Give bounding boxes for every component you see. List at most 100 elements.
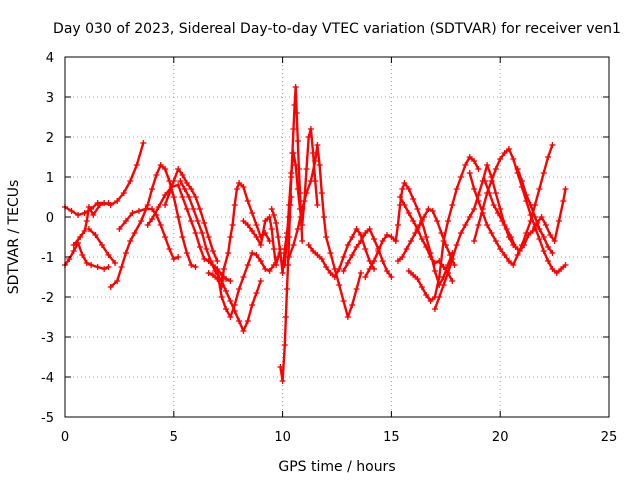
data-point <box>357 238 364 244</box>
x-tick-label: 0 <box>61 430 69 445</box>
data-point <box>153 172 160 178</box>
data-point <box>88 262 95 268</box>
data-point <box>370 258 377 264</box>
data-point <box>514 252 521 258</box>
data-point <box>429 208 436 214</box>
data-point <box>471 158 478 164</box>
data-point <box>233 186 240 192</box>
data-point <box>399 186 406 192</box>
data-point <box>131 230 138 236</box>
data-point <box>418 236 425 242</box>
data-point <box>201 256 208 262</box>
data-point <box>122 218 129 224</box>
data-point <box>416 222 423 228</box>
data-point <box>179 172 186 178</box>
data-point <box>262 266 269 272</box>
data-point <box>458 230 465 236</box>
data-point <box>405 210 412 216</box>
data-point <box>162 202 169 208</box>
data-point <box>292 84 299 90</box>
series-arc-17 <box>305 226 377 280</box>
series-arc-2 <box>62 140 147 218</box>
data-point <box>162 234 169 240</box>
data-point <box>466 170 473 176</box>
data-point <box>492 166 499 172</box>
data-point <box>186 194 193 200</box>
data-point <box>279 378 286 384</box>
data-point <box>451 262 458 268</box>
data-point <box>471 238 478 244</box>
data-point <box>101 266 108 272</box>
data-point <box>484 162 491 168</box>
series-arc-18 <box>340 226 395 280</box>
data-point <box>116 226 123 232</box>
data-point <box>414 276 421 282</box>
data-point <box>253 222 260 228</box>
data-point <box>525 232 532 238</box>
series-arc-14 <box>277 84 306 384</box>
data-point <box>183 250 190 256</box>
data-point <box>192 194 199 200</box>
data-point <box>318 190 325 196</box>
data-point <box>344 242 351 248</box>
data-point <box>257 258 264 264</box>
data-point <box>375 248 382 254</box>
data-point <box>175 166 182 172</box>
data-point <box>440 282 447 288</box>
x-axis-label: GPS time / hours <box>278 459 395 475</box>
data-point <box>203 246 210 252</box>
data-point <box>240 274 247 280</box>
data-point <box>273 220 280 226</box>
data-point <box>314 142 321 148</box>
data-point <box>427 298 434 304</box>
data-point <box>340 254 347 260</box>
data-point <box>220 266 227 272</box>
series-trace <box>118 207 180 261</box>
data-point <box>75 212 82 218</box>
series-trace <box>146 183 232 283</box>
series-trace <box>307 227 376 279</box>
y-tick-label: 2 <box>46 131 54 146</box>
data-point <box>244 318 251 324</box>
series-layer <box>62 84 569 384</box>
data-point <box>353 286 360 292</box>
series-trace <box>396 207 456 267</box>
data-point <box>249 302 256 308</box>
data-point <box>532 214 539 220</box>
series-trace <box>279 85 304 383</box>
data-point <box>175 254 182 260</box>
data-point <box>77 234 84 240</box>
data-point <box>194 218 201 224</box>
x-tick-label: 5 <box>170 430 178 445</box>
data-point <box>427 254 434 260</box>
data-point <box>266 214 273 220</box>
data-point <box>523 192 530 198</box>
data-point <box>362 246 369 252</box>
data-point <box>471 206 478 212</box>
data-point <box>384 268 391 274</box>
data-point <box>157 222 164 228</box>
data-point <box>379 258 386 264</box>
data-point <box>551 238 558 244</box>
data-point <box>536 226 543 232</box>
data-point <box>114 198 121 204</box>
data-point <box>299 222 306 228</box>
data-point <box>388 274 395 280</box>
y-tick-label: -4 <box>41 371 54 386</box>
data-point <box>281 262 288 268</box>
data-point <box>558 266 565 272</box>
data-point <box>310 248 317 254</box>
ticks <box>64 56 610 418</box>
data-point <box>209 248 216 254</box>
data-point <box>553 270 560 276</box>
data-point <box>138 218 145 224</box>
data-point <box>205 270 212 276</box>
data-point <box>505 258 512 264</box>
data-point <box>257 278 264 284</box>
data-point <box>562 186 569 192</box>
data-point <box>236 318 243 324</box>
data-point <box>155 204 162 210</box>
data-point <box>290 150 297 156</box>
y-tick-label: -5 <box>41 411 54 426</box>
data-point <box>83 218 90 224</box>
